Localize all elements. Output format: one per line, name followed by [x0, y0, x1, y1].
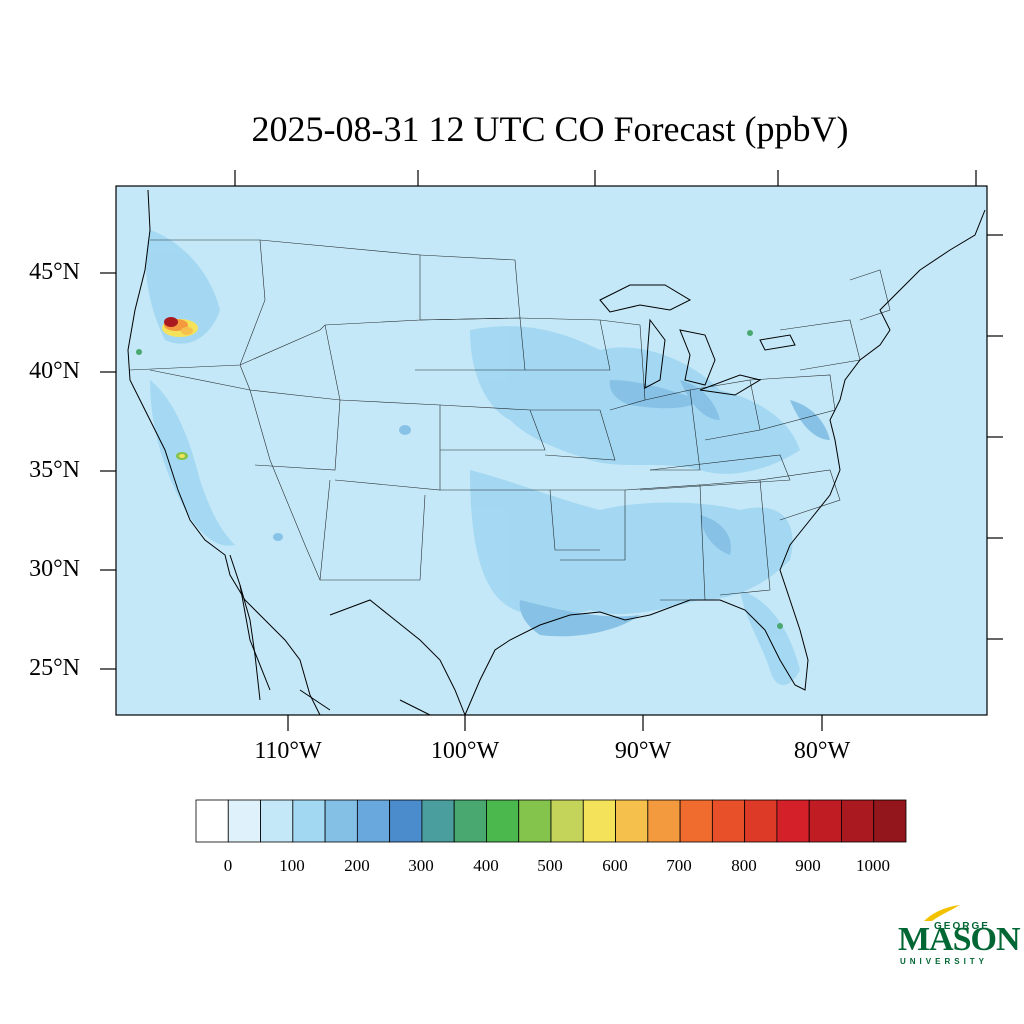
colorbar-cell [227, 799, 261, 843]
colorbar-label-100: 100 [279, 856, 305, 875]
colorbar-cell [518, 799, 552, 843]
colorbar-cell [389, 799, 423, 843]
us-outline [127, 189, 986, 716]
top-ticks [234, 170, 977, 186]
lat-label-30: 30°N [29, 556, 80, 582]
co-band-georgia [700, 515, 731, 555]
colorbar-cell [324, 799, 358, 843]
fire-plume-michigan [747, 330, 753, 336]
colorbar-label-0: 0 [223, 856, 233, 875]
fire-plume-florida [777, 623, 783, 629]
lat-label-35: 35°N [29, 457, 80, 483]
logo-main-text: MASON [898, 921, 1021, 958]
colorbar-cell [776, 799, 810, 843]
colorbar-cell [260, 799, 294, 843]
lon-label-90w: 90°W [614, 738, 672, 764]
colorbar-cell [679, 799, 713, 843]
logo-bottom-text: UNIVERSITY [900, 957, 989, 966]
colorbar-cell [744, 799, 778, 843]
bottom-ticks [287, 715, 823, 731]
colorbar-cell [195, 799, 229, 843]
colorbar-label-900: 900 [795, 856, 821, 875]
logo-top-text: GEORGE [934, 921, 990, 932]
map-frame [115, 185, 988, 716]
colorbar-label-1000: 1000 [856, 856, 890, 875]
colorbar-cell [453, 799, 487, 843]
colorbar-cell [841, 799, 875, 843]
colorbar-label-400: 400 [473, 856, 499, 875]
co-hotspot-denver [399, 425, 411, 435]
co-band-virginia [790, 400, 830, 440]
fire-plume-n-calif [136, 349, 142, 355]
colorbar-cell [808, 799, 842, 843]
colorbar-label-300: 300 [408, 856, 434, 875]
colorbar-label-200: 200 [344, 856, 370, 875]
lat-label-45: 45°N [29, 259, 80, 285]
colorbar-label-600: 600 [602, 856, 628, 875]
colorbar-cell [356, 799, 391, 843]
co-band-gulf [519, 600, 640, 637]
colorbar [195, 799, 907, 843]
co-band-great-lakes [609, 380, 700, 409]
map-title: 2025-08-31 12 UTC CO Forecast (ppbV) [251, 109, 849, 149]
lon-label-110w: 110°W [254, 738, 322, 764]
colorbar-label-700: 700 [666, 856, 692, 875]
colorbar-cell [292, 799, 326, 843]
co-band-pacific-nw [145, 230, 220, 344]
colorbar-cell [647, 799, 681, 843]
left-ticks [100, 272, 116, 670]
state-boundaries [129, 239, 891, 601]
colorbar-cell [486, 799, 520, 843]
colorbar-cell [421, 799, 455, 843]
lat-label-40: 40°N [29, 358, 80, 384]
logo-flame-icon [924, 905, 960, 921]
co-hotspot-phoenix [273, 533, 283, 541]
co-band-florida [740, 590, 800, 685]
lon-label-100w: 100°W [430, 738, 500, 764]
great-lakes [599, 284, 796, 396]
colorbar-cell [711, 799, 746, 843]
right-ticks [987, 234, 1003, 640]
co-band-south [470, 470, 793, 617]
wildfire-hotspots [136, 317, 783, 629]
fire-plume-oregon-core [164, 317, 178, 327]
concentration-field [145, 230, 830, 685]
lat-label-25: 25°N [29, 655, 80, 681]
fire-plume-calif-core [179, 454, 185, 458]
colorbar-label-800: 800 [731, 856, 757, 875]
colorbar-cell [873, 799, 907, 843]
colorbar-cell [615, 799, 649, 843]
fire-plume-oregon-e [181, 327, 193, 335]
lon-label-80w: 80°W [793, 738, 851, 764]
colorbar-label-500: 500 [537, 856, 563, 875]
co-band-california [150, 380, 235, 546]
gmu-logo: MASON GEORGE UNIVERSITY [898, 905, 1021, 975]
mexico-coast [239, 584, 431, 716]
coastline-outline [127, 189, 986, 716]
colorbar-cell [550, 799, 584, 843]
colorbar-cell [582, 799, 616, 843]
